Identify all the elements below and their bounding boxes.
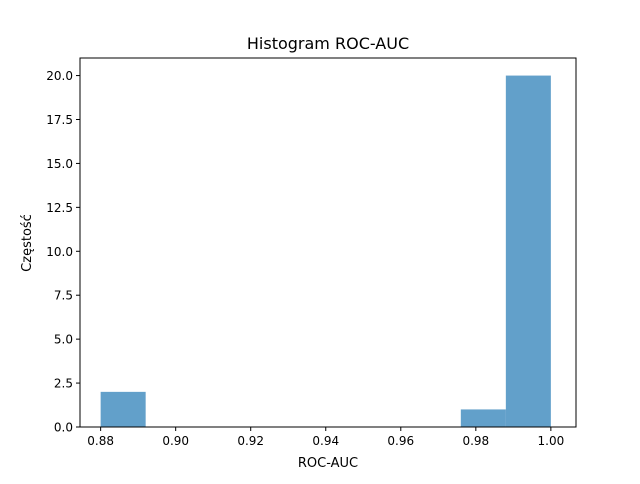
x-tick-label-3: 0.94 xyxy=(312,434,339,448)
axes-frame xyxy=(79,57,577,428)
x-tick-label-2: 0.92 xyxy=(237,434,264,448)
chart-title: Histogram ROC-AUC xyxy=(247,34,409,53)
x-tick-label-0: 0.88 xyxy=(87,434,114,448)
histogram-bar-9 xyxy=(505,75,551,428)
x-axis-label: ROC-AUC xyxy=(298,456,358,471)
y-tick-label-2: 5.0 xyxy=(54,333,73,347)
plot-area: 0.88 0.90 0.92 0.94 0.96 0.98 1.00 0.0 2.5 5.0 7.5… xyxy=(46,57,577,448)
x-tick-label-6: 1.00 xyxy=(538,434,565,448)
y-tick-label-3: 7.5 xyxy=(54,289,73,303)
histogram-bar-0 xyxy=(100,391,146,427)
y-tick-label-0: 0.0 xyxy=(54,421,73,435)
y-tick-label-4: 10.0 xyxy=(46,245,73,259)
y-tick-label-8: 20.0 xyxy=(46,69,73,83)
x-tick-label-5: 0.98 xyxy=(462,434,489,448)
x-tick-label-1: 0.90 xyxy=(162,434,189,448)
histogram-bar-8 xyxy=(460,409,506,427)
y-tick-label-7: 17.5 xyxy=(46,113,73,127)
y-tick-label-6: 15.0 xyxy=(46,157,73,171)
y-axis-label: Częstość xyxy=(20,214,35,272)
y-tick-label-5: 12.5 xyxy=(46,201,73,215)
x-tick-label-4: 0.96 xyxy=(387,434,414,448)
y-tick-label-1: 2.5 xyxy=(54,377,73,391)
